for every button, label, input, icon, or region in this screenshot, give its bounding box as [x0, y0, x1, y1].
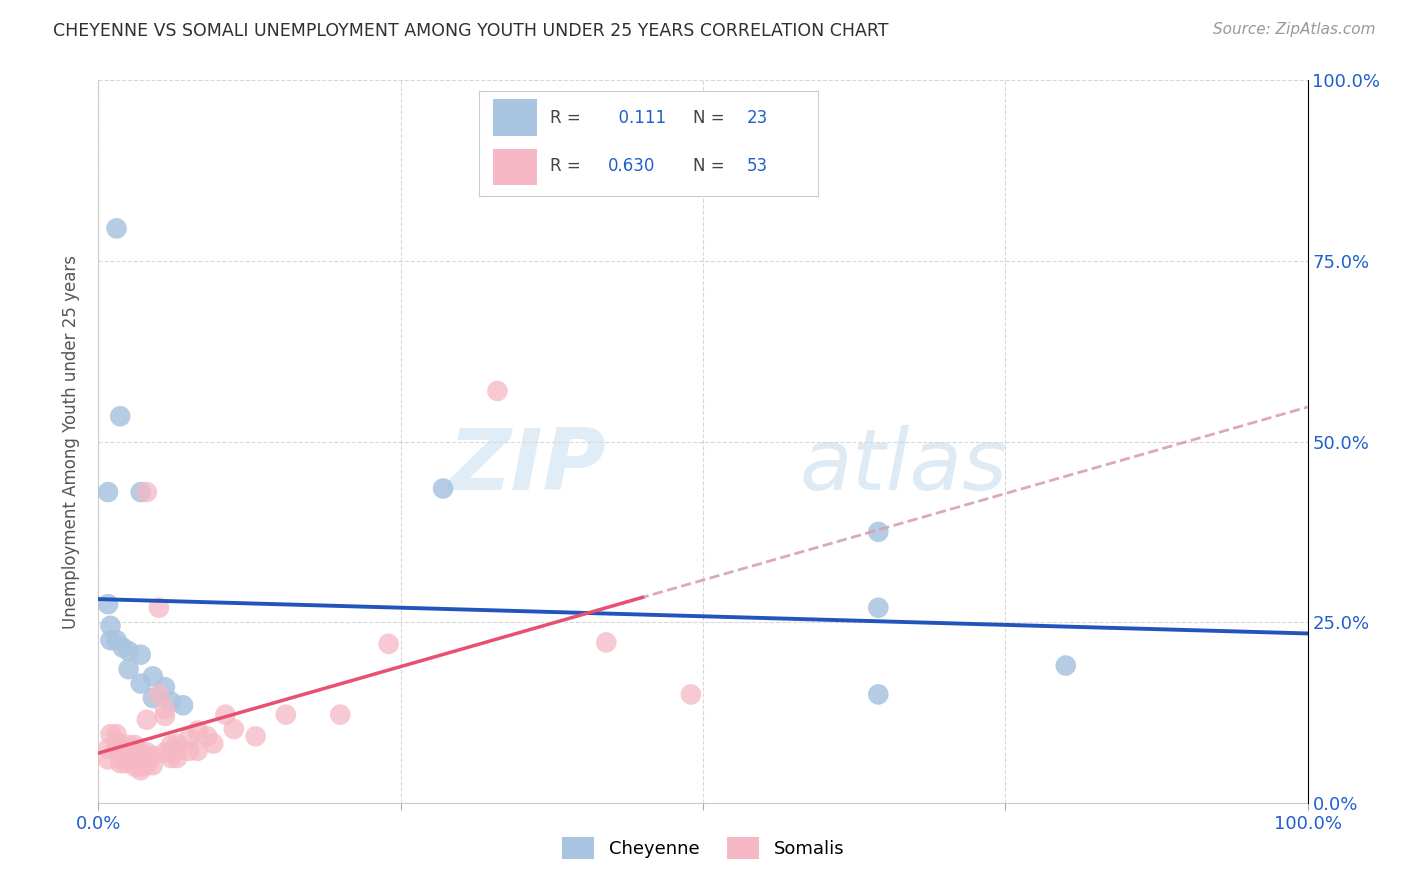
Point	[105, 633, 128, 648]
Point	[129, 676, 152, 690]
Point	[160, 695, 183, 709]
Point	[202, 737, 225, 751]
Point	[100, 727, 122, 741]
Point	[135, 745, 157, 759]
Point	[124, 745, 146, 759]
Point	[142, 669, 165, 683]
Point	[124, 752, 146, 766]
Point	[118, 644, 141, 658]
Point	[108, 756, 131, 770]
Point	[148, 687, 170, 701]
Point	[100, 619, 122, 633]
Point	[118, 748, 141, 763]
Point	[135, 758, 157, 772]
Point	[100, 633, 122, 648]
Point	[153, 702, 176, 716]
Point	[868, 524, 890, 539]
Point	[432, 482, 454, 496]
Point	[329, 707, 352, 722]
Point	[1054, 658, 1077, 673]
Point	[160, 738, 183, 752]
Point	[153, 680, 176, 694]
Point	[142, 691, 165, 706]
Point	[105, 221, 128, 235]
Point	[187, 723, 209, 738]
Point	[179, 744, 201, 758]
Point	[105, 741, 128, 756]
Point	[97, 741, 120, 756]
Point	[274, 707, 297, 722]
Point	[129, 745, 152, 759]
Point	[160, 751, 183, 765]
Text: CHEYENNE VS SOMALI UNEMPLOYMENT AMONG YOUTH UNDER 25 YEARS CORRELATION CHART: CHEYENNE VS SOMALI UNEMPLOYMENT AMONG YO…	[53, 22, 889, 40]
Point	[105, 727, 128, 741]
Point	[214, 707, 236, 722]
Point	[166, 737, 188, 751]
Point	[195, 729, 218, 743]
Point	[97, 485, 120, 500]
Point	[486, 384, 509, 398]
Point	[129, 760, 152, 774]
Point	[172, 698, 194, 713]
Point	[166, 751, 188, 765]
Point	[595, 635, 617, 649]
Point	[142, 748, 165, 763]
Point	[377, 637, 399, 651]
Point	[187, 744, 209, 758]
Point	[135, 485, 157, 500]
Point	[245, 729, 267, 743]
Point	[114, 756, 136, 770]
Point	[124, 760, 146, 774]
Text: atlas: atlas	[800, 425, 1008, 508]
Point	[118, 662, 141, 676]
Point	[222, 722, 245, 736]
Point	[153, 745, 176, 759]
Point	[111, 640, 134, 655]
Point	[97, 597, 120, 611]
Point	[166, 744, 188, 758]
Legend: Cheyenne, Somalis: Cheyenne, Somalis	[554, 830, 852, 866]
Point	[129, 648, 152, 662]
Point	[108, 745, 131, 759]
Y-axis label: Unemployment Among Youth under 25 years: Unemployment Among Youth under 25 years	[62, 254, 80, 629]
Text: ZIP: ZIP	[449, 425, 606, 508]
Point	[179, 731, 201, 745]
Point	[135, 752, 157, 766]
Point	[118, 738, 141, 752]
Point	[142, 758, 165, 772]
Point	[124, 738, 146, 752]
Point	[105, 734, 128, 748]
Point	[148, 600, 170, 615]
Point	[114, 752, 136, 766]
Point	[135, 713, 157, 727]
Point	[108, 409, 131, 424]
Point	[160, 745, 183, 759]
Point	[129, 485, 152, 500]
Point	[153, 709, 176, 723]
Text: Source: ZipAtlas.com: Source: ZipAtlas.com	[1212, 22, 1375, 37]
Point	[868, 687, 890, 701]
Point	[679, 687, 702, 701]
Point	[97, 752, 120, 766]
Point	[868, 600, 890, 615]
Point	[129, 764, 152, 778]
Point	[129, 752, 152, 766]
